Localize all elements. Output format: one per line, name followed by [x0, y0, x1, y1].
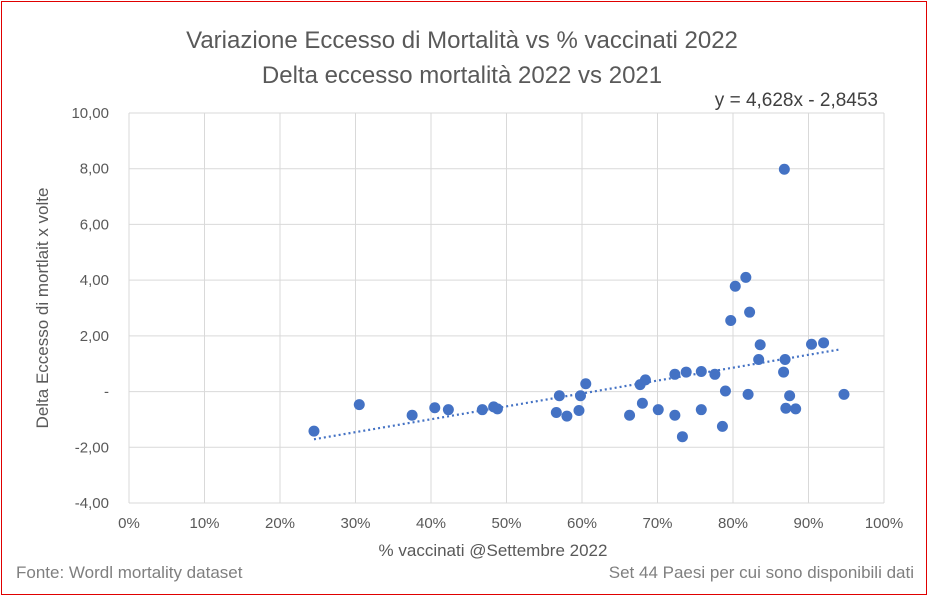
chart-title: Variazione Eccesso di Mortalità vs % vac…	[186, 27, 738, 54]
data-point	[784, 390, 796, 402]
data-point	[790, 403, 802, 415]
x-tick-label: 70%	[642, 515, 672, 532]
data-point	[491, 403, 503, 415]
data-point	[442, 404, 454, 416]
x-tick-label: 100%	[865, 515, 903, 532]
data-point	[561, 410, 573, 422]
x-tick-label: 10%	[189, 515, 219, 532]
trendline-equation: y = 4,628x - 2,8453	[715, 90, 878, 111]
y-tick-label: 8,00	[80, 161, 109, 178]
x-tick-label: 40%	[416, 515, 446, 532]
data-point	[753, 354, 765, 366]
data-point	[669, 368, 681, 380]
x-tick-label: 20%	[265, 515, 295, 532]
data-point	[550, 406, 562, 418]
data-point	[778, 163, 790, 175]
data-point	[476, 404, 488, 416]
x-tick-label: 90%	[793, 515, 823, 532]
footer-source: Fonte: Wordl mortality dataset	[16, 563, 243, 582]
data-point	[740, 271, 752, 283]
x-axis-label: % vaccinati @Settembre 2022	[379, 541, 608, 560]
data-point	[639, 374, 651, 386]
data-point	[719, 385, 731, 397]
data-point	[636, 397, 648, 409]
data-point	[695, 366, 707, 378]
x-axis-ticks: 0% 10% 20% 30% 40% 50% 60% 70% 80% 90% 100%	[118, 515, 903, 532]
data-point	[308, 425, 320, 437]
data-point	[573, 405, 585, 417]
data-point	[780, 402, 792, 414]
y-tick-label: 6,00	[80, 216, 109, 233]
y-tick-label: 4,00	[80, 272, 109, 289]
y-tick-label: 2,00	[80, 328, 109, 345]
x-tick-label: 50%	[491, 515, 521, 532]
data-point	[838, 388, 850, 400]
data-point	[580, 378, 592, 390]
data-point	[553, 390, 565, 402]
data-point	[744, 306, 756, 318]
chart-subtitle: Delta eccesso mortalità 2022 vs 2021	[262, 62, 662, 89]
footer-note: Set 44 Paesi per cui sono disponibili da…	[609, 563, 914, 582]
data-point	[742, 388, 754, 400]
y-tick-label: -4,00	[75, 495, 109, 512]
data-point	[806, 338, 818, 350]
data-point	[754, 339, 766, 351]
data-point	[574, 390, 586, 402]
y-tick-label: 10,00	[71, 105, 109, 122]
y-axis-label: Delta Eccesso di mortlait x volte	[33, 188, 52, 429]
x-tick-label: 60%	[567, 515, 597, 532]
data-point	[779, 354, 791, 366]
data-point	[406, 409, 418, 421]
data-point	[695, 404, 707, 416]
data-point	[353, 399, 365, 411]
x-tick-label: 30%	[340, 515, 370, 532]
data-point	[429, 402, 441, 414]
data-point	[680, 366, 692, 378]
data-point	[669, 409, 681, 421]
data-point	[818, 337, 830, 349]
x-tick-label: 0%	[118, 515, 140, 532]
data-point	[729, 280, 741, 292]
data-point	[709, 368, 721, 380]
data-point	[652, 404, 664, 416]
data-point	[778, 366, 790, 378]
data-point	[716, 420, 728, 432]
grid-lines	[128, 112, 885, 504]
data-point	[676, 431, 688, 443]
data-points	[308, 163, 850, 443]
y-tick-label: -2,00	[75, 439, 109, 456]
data-point	[725, 315, 737, 327]
y-tick-label: -	[104, 384, 109, 401]
data-point	[624, 409, 636, 421]
x-tick-label: 80%	[718, 515, 748, 532]
